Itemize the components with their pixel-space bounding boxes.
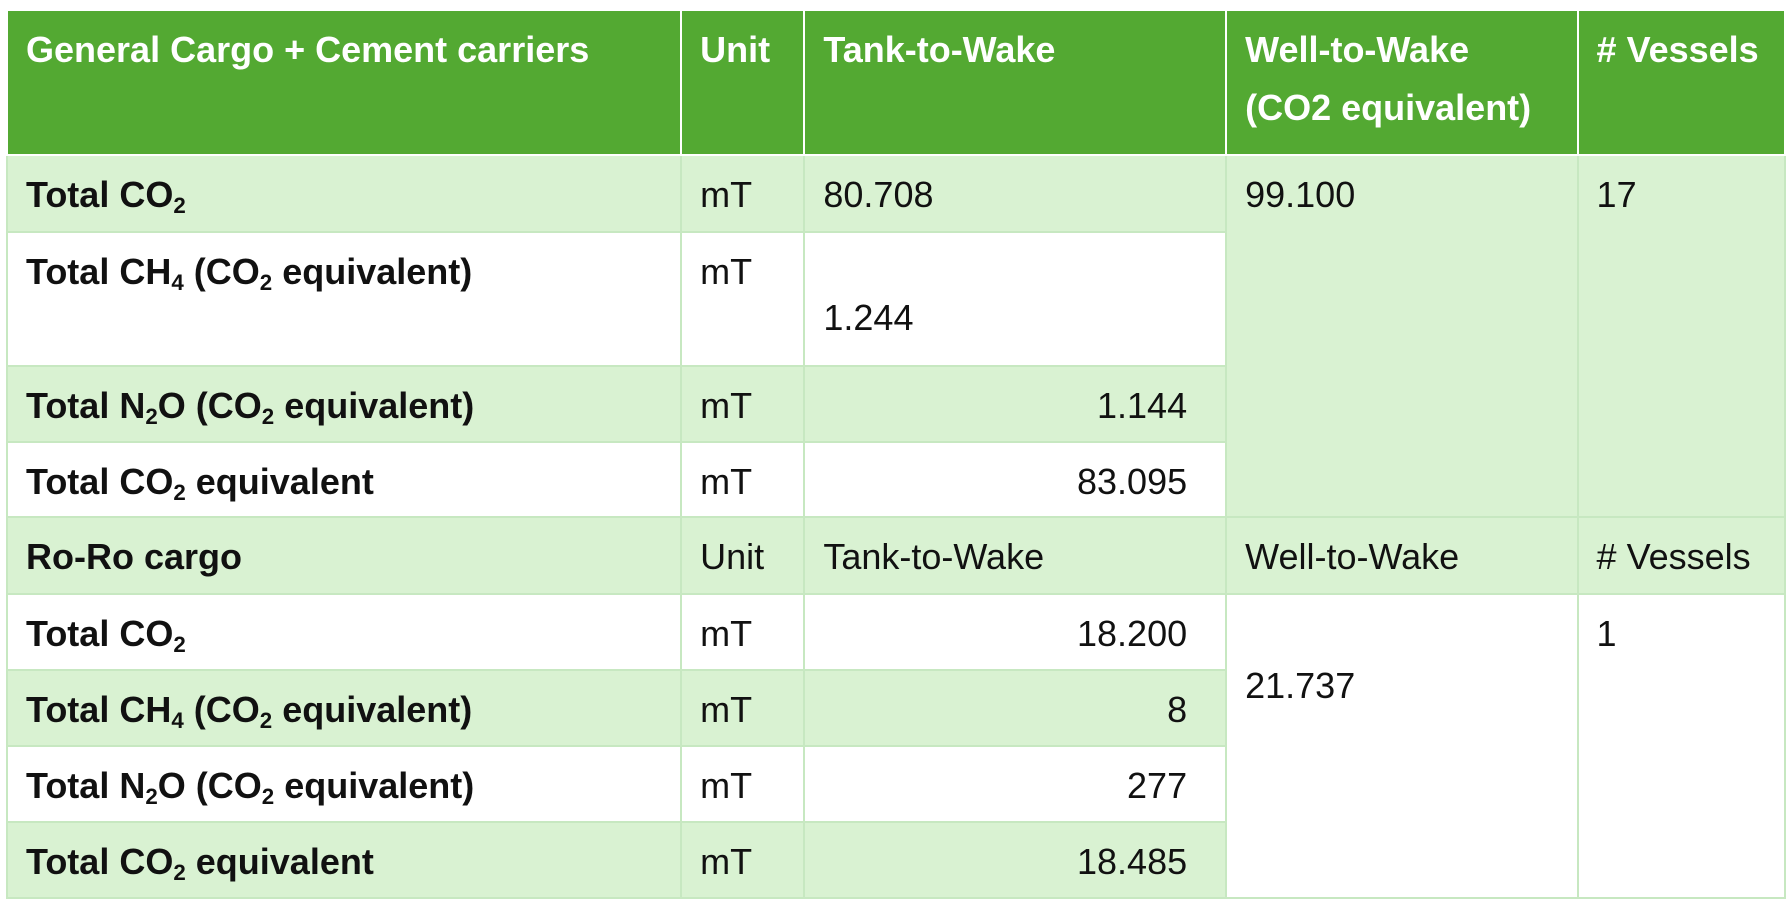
header-category: General Cargo + Cement carriers [5,9,683,156]
header-tank-to-wake: Tank-to-Wake [803,9,1228,156]
header-well-to-wake: Well-to-Wake (CO2 equivalent) [1225,9,1579,156]
table-row: Total CO2 equivalent mT 18.485 [5,821,1785,899]
tank-to-wake-value: 277 [803,745,1228,824]
tank-to-wake-value: 18.200 [803,593,1228,672]
well-to-wake-value: 21.737 [1225,593,1579,899]
row-unit: mT [680,669,806,748]
table-row: Total CH4 (CO2 equivalent) mT 1.244 [5,230,1785,367]
table-row: Total CO2 mT 18.200 21.737 1 [5,593,1787,899]
tank-to-wake-value: 1.244 [803,230,1228,367]
row-label-total-n2o: Total N2O (CO2 equivalent) [5,364,683,443]
table-row: Total CO2 equivalent mT 83.095 [5,440,1785,519]
row-unit: mT [680,821,806,899]
tank-to-wake-value: 83.095 [803,440,1228,519]
tank-to-wake-value: 8 [803,669,1228,748]
row-label-total-ch4: Total CH4 (CO2 equivalent) [5,669,683,748]
tank-to-wake-value: 1.144 [803,364,1228,443]
subheader-well-to-wake: Well-to-Wake [1225,516,1579,596]
table-row: Total N2O (CO2 equivalent) mT 277 [5,745,1785,824]
row-label-total-n2o: Total N2O (CO2 equivalent) [5,745,683,824]
row-unit: mT [680,364,806,443]
table-row: Total N2O (CO2 equivalent) mT 1.144 [5,364,1785,443]
row-label-total-co2-equivalent: Total CO2 equivalent [5,821,683,899]
emissions-table: General Cargo + Cement carriers Unit Tan… [5,9,1787,899]
table-row: Total CH4 (CO2 equivalent) mT 8 [5,669,1785,748]
header-unit: Unit [680,9,806,156]
tank-to-wake-value: 80.708 [803,153,1228,233]
row-unit: mT [680,593,806,672]
vessels-count: 1 [1576,593,1787,899]
header-row: General Cargo + Cement carriers Unit Tan… [5,9,1787,156]
tank-to-wake-value: 18.485 [803,821,1228,899]
subheader-category: Ro-Ro cargo [5,516,683,596]
row-unit: mT [680,230,806,367]
row-label-total-ch4: Total CH4 (CO2 equivalent) [5,230,683,367]
vessels-count: 17 [1576,153,1787,519]
row-unit: mT [680,745,806,824]
well-to-wake-value: 99.100 [1225,153,1579,519]
row-label-total-co2: Total CO2 [5,593,683,672]
row-label-total-co2: Total CO2 [5,153,683,233]
subheader-row: Ro-Ro cargo Unit Tank-to-Wake Well-to-Wa… [5,516,1787,596]
subheader-vessels: # Vessels [1576,516,1787,596]
subheader-unit: Unit [680,516,806,596]
header-vessels: # Vessels [1576,9,1787,156]
row-unit: mT [680,440,806,519]
table-row: Total CO2 mT 80.708 99.100 17 [5,153,1787,519]
subheader-tank-to-wake: Tank-to-Wake [803,516,1228,596]
row-label-total-co2-equivalent: Total CO2 equivalent [5,440,683,519]
row-unit: mT [680,153,806,233]
